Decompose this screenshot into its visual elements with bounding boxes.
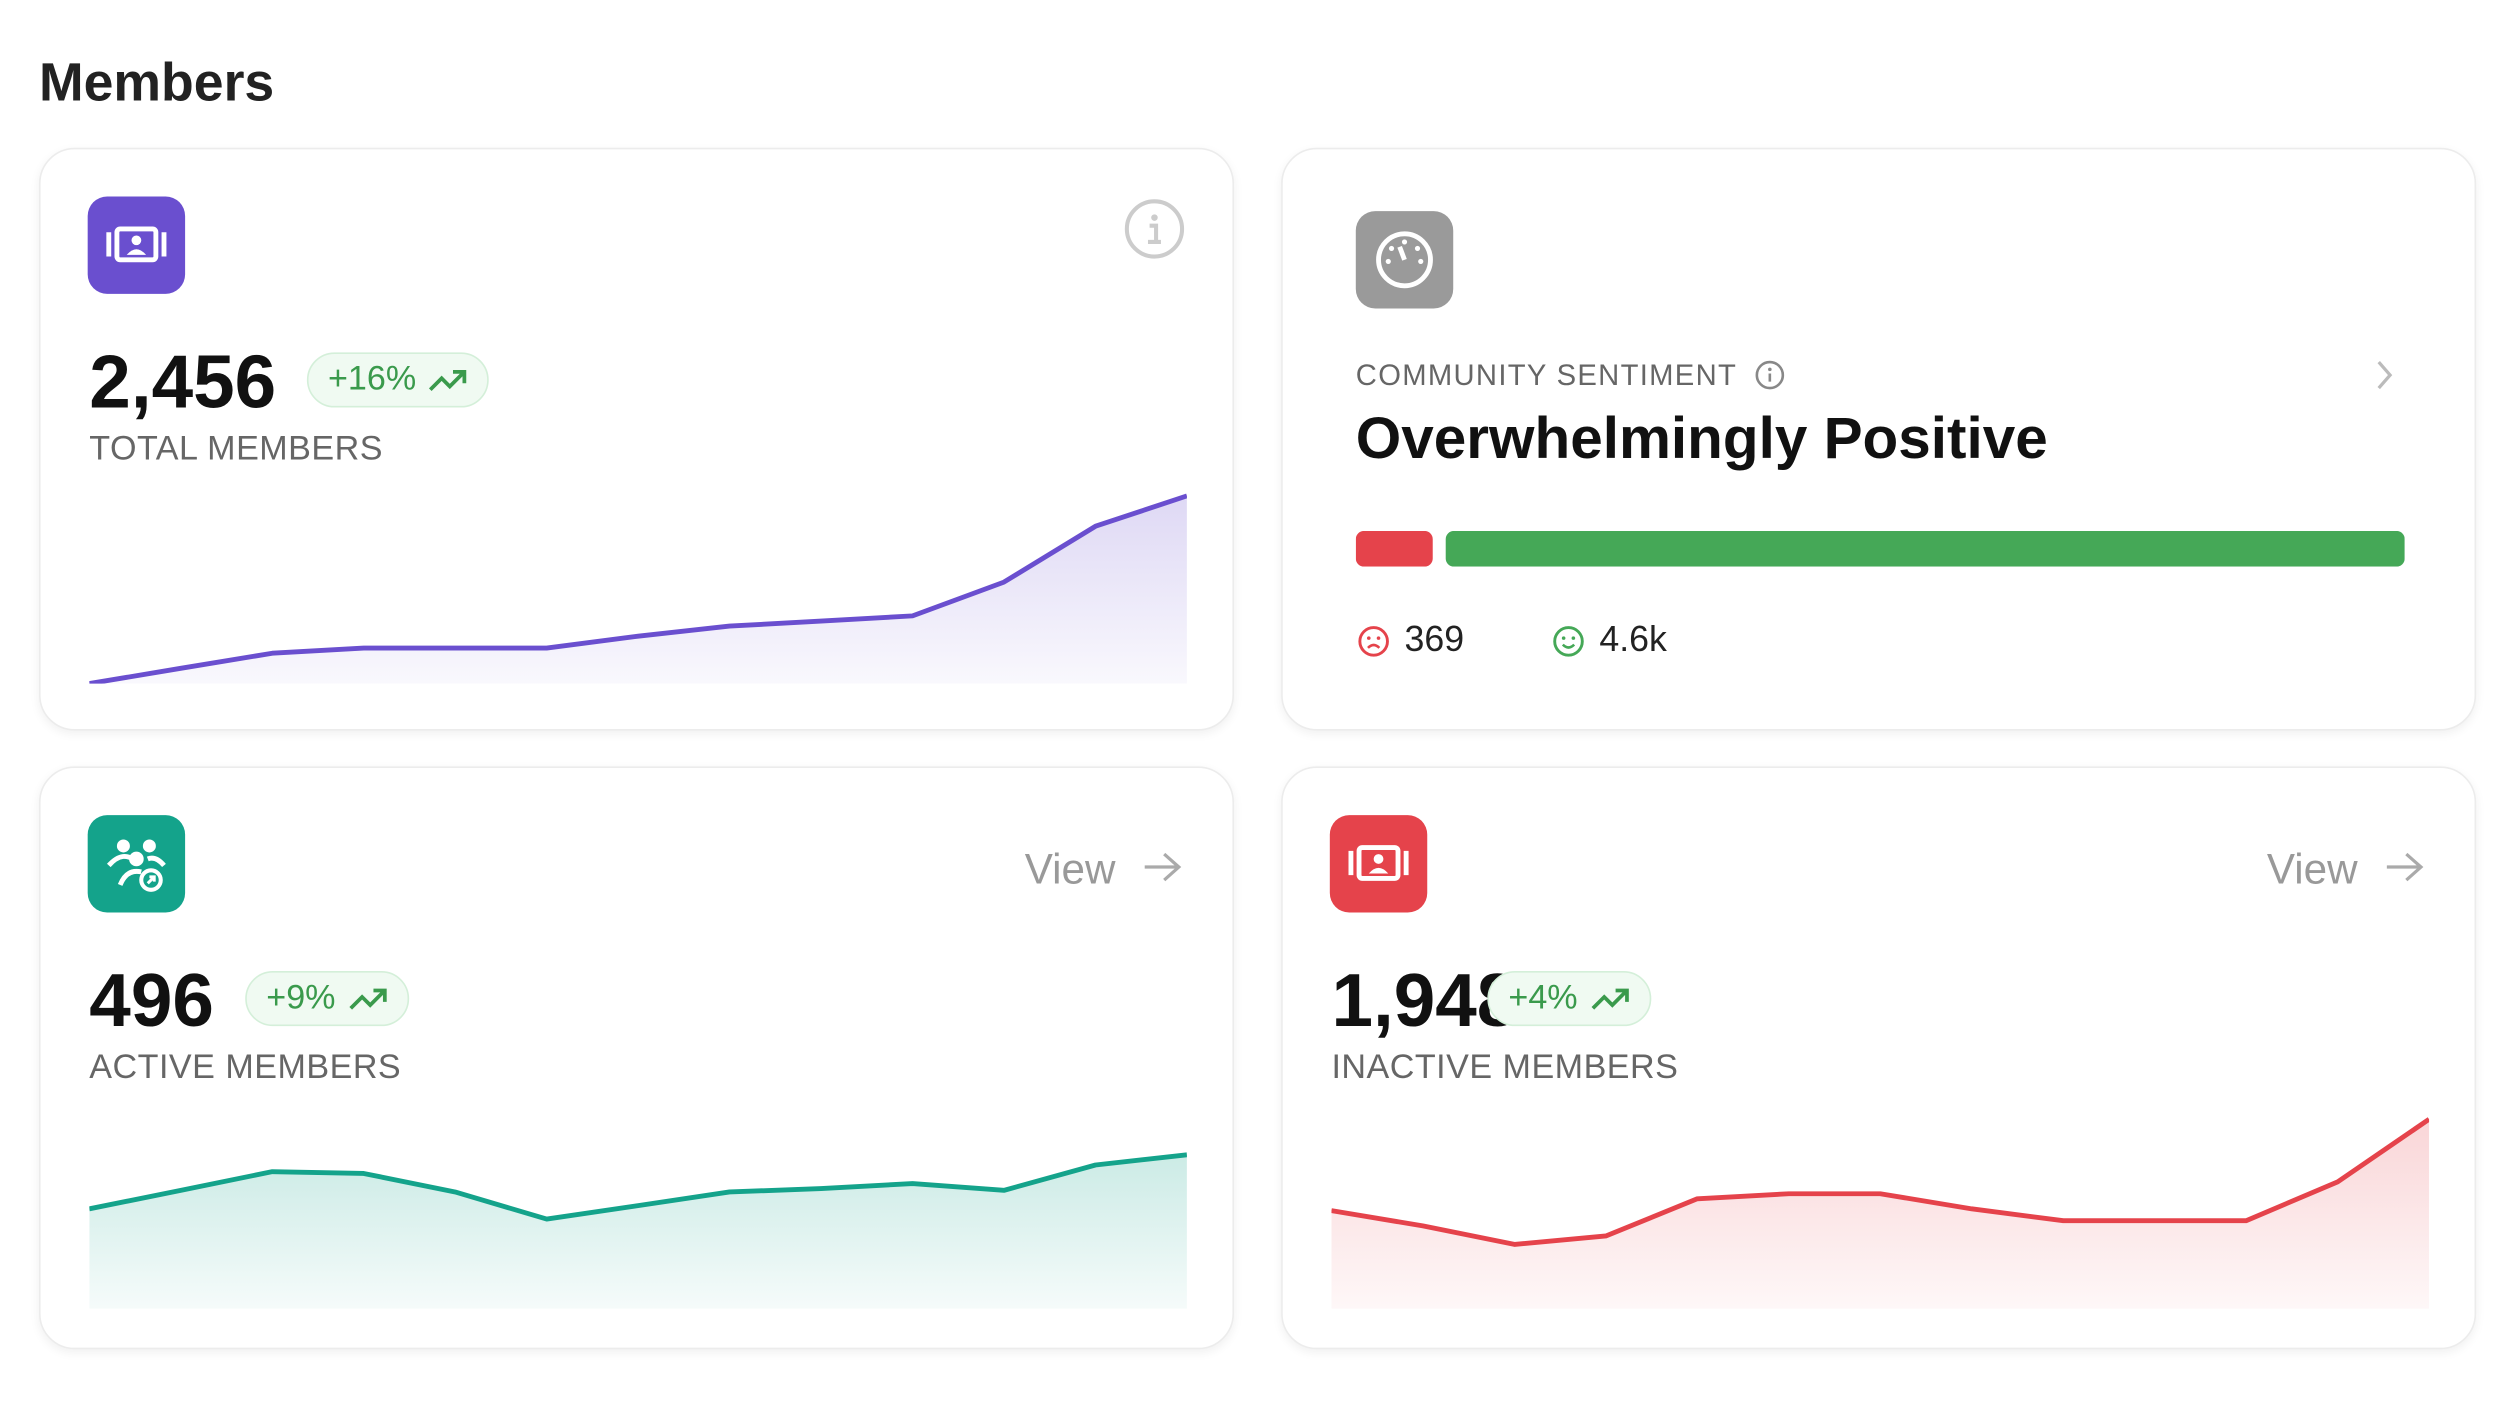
icon bbox=[1355, 211, 1454, 309]
card: View 1,948 +4% INACTIVE MEMBERS bbox=[1281, 766, 2477, 1350]
metric-label: TOTAL MEMBERS bbox=[89, 430, 383, 468]
icon bbox=[1329, 815, 1428, 913]
info-icon[interactable] bbox=[1124, 198, 1186, 260]
positive-count: 4.6k bbox=[1599, 618, 1667, 660]
metric-value: 1,948 bbox=[1331, 957, 1519, 1043]
change-badge: +16% bbox=[306, 352, 490, 408]
change-badge: +9% bbox=[245, 970, 409, 1027]
card: 2,456 +16% TOTAL MEMBERS bbox=[38, 147, 1235, 731]
positive-bar bbox=[1445, 530, 2405, 567]
arrow[interactable] bbox=[2384, 849, 2426, 885]
change-badge: +4% bbox=[1487, 970, 1651, 1027]
negative-count: 369 bbox=[1404, 618, 1465, 660]
sentiment-value: Overwhelmingly Positive bbox=[1355, 404, 2048, 471]
sad-icon bbox=[1358, 626, 1389, 657]
sparkline bbox=[89, 1152, 1187, 1309]
view-link[interactable]: View bbox=[2266, 844, 2358, 894]
sentiment-label: COMMUNITY SENTIMENT bbox=[1355, 358, 1738, 392]
happy-icon bbox=[1553, 626, 1584, 657]
sparkline-line bbox=[89, 1152, 1187, 1222]
metric-value: 496 bbox=[89, 957, 214, 1043]
card: COMMUNITY SENTIMENT Overwhelmingly Posit… bbox=[1281, 147, 2477, 731]
sparkline-area bbox=[89, 1154, 1187, 1309]
sparkline-line bbox=[1331, 1117, 2430, 1247]
negative-bar bbox=[1355, 530, 1433, 567]
change: +9% bbox=[266, 979, 336, 1017]
chevron[interactable] bbox=[2374, 357, 2397, 393]
sparkline-area bbox=[89, 495, 1187, 684]
section-title: Members bbox=[38, 51, 275, 113]
metric-label: ACTIVE MEMBERS bbox=[89, 1048, 402, 1087]
change: +4% bbox=[1508, 979, 1578, 1017]
sparkline-area bbox=[1331, 1119, 2430, 1309]
change: +16% bbox=[327, 360, 417, 398]
sparkline-line bbox=[89, 493, 1187, 684]
metric-label: INACTIVE MEMBERS bbox=[1331, 1048, 1679, 1087]
icon bbox=[87, 196, 186, 294]
sparkline bbox=[89, 493, 1187, 684]
metric-value: 2,456 bbox=[89, 339, 277, 424]
sparkline bbox=[1331, 1117, 2430, 1309]
icon bbox=[87, 815, 186, 913]
card: View 496 +9% ACTIVE MEMBERS bbox=[38, 766, 1235, 1350]
sentiment-bar bbox=[1355, 530, 2405, 567]
view-link[interactable]: View bbox=[1024, 844, 1116, 894]
arrow[interactable] bbox=[1141, 849, 1183, 885]
info-icon[interactable] bbox=[1754, 359, 1786, 391]
